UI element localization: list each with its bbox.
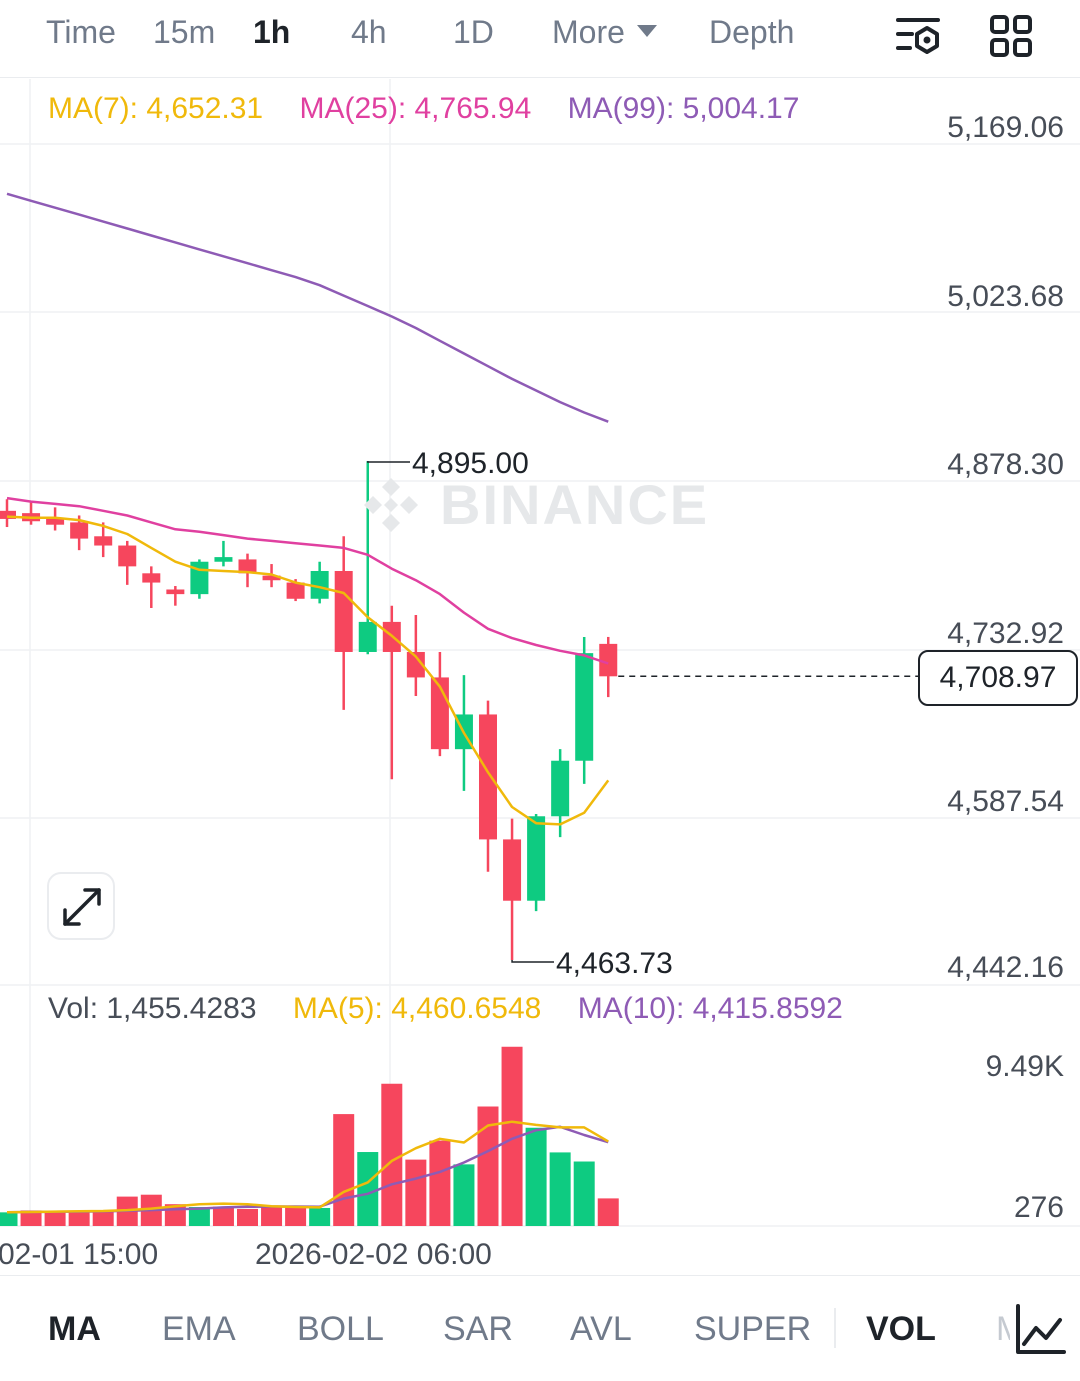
volume-bar [501, 1046, 523, 1226]
candle-body [166, 589, 185, 595]
volume-bar [333, 1114, 355, 1226]
volume-bar [92, 1210, 114, 1226]
volume-bar [381, 1083, 403, 1226]
grid-layout-icon[interactable] [987, 12, 1035, 60]
vol-ma5-legend: MA(5): 4,460.6548 [292, 992, 542, 1025]
candlestick-chart[interactable] [0, 79, 1080, 1274]
indicator-ema[interactable]: EMA [162, 1310, 236, 1348]
volume-bar [453, 1164, 475, 1226]
tab-more[interactable]: More [552, 14, 657, 51]
candle-body [310, 570, 329, 599]
ma99-legend: MA(99): 5,004.17 [567, 92, 800, 125]
indicator-sar[interactable]: SAR [443, 1310, 513, 1348]
indicator-vol[interactable]: VOL [866, 1310, 936, 1348]
vol-ma10-legend: MA(10): 4,415.8592 [577, 992, 843, 1025]
candle-body [479, 714, 497, 840]
candle-body [286, 582, 305, 599]
volume-bar [597, 1198, 619, 1226]
price-axis-label: 5,169.06 [947, 111, 1064, 144]
volume-bar [261, 1206, 283, 1226]
price-axis-label: 4,587.54 [947, 785, 1064, 818]
vol-ma5-line [6, 1120, 609, 1214]
high-price-marker: 4,895.00 [412, 447, 529, 480]
volume-bar [285, 1207, 307, 1226]
candle-body [142, 573, 161, 583]
volume-legend: Vol: 1,455.4283 MA(5): 4,460.6548 MA(10)… [48, 992, 871, 1026]
time-axis-label: 2026-02-02 06:00 [255, 1238, 492, 1271]
indicator-divider [834, 1308, 836, 1348]
ma7-legend: MA(7): 4,652.31 [48, 92, 264, 125]
indicator-avl[interactable]: AVL [570, 1310, 632, 1348]
ma-legend: MA(7): 4,652.31 MA(25): 4,765.94 MA(99):… [48, 92, 827, 126]
price-axis-label: 5,023.68 [947, 280, 1064, 313]
volume-axis-label: 9.49K [985, 1050, 1064, 1083]
candle-body [70, 522, 89, 539]
volume-bar [573, 1161, 595, 1226]
volume-bar [212, 1206, 234, 1226]
volume-bar [237, 1208, 258, 1226]
candle-body [334, 570, 353, 652]
candle-body [262, 575, 281, 581]
volume-bar [68, 1211, 90, 1226]
caret-down-icon [636, 24, 657, 37]
indicator-ma[interactable]: MA [48, 1310, 101, 1348]
candle-body [214, 557, 233, 562]
volume-bar [429, 1140, 451, 1226]
watermark-text: BINANCE [440, 473, 710, 536]
indicator-boll[interactable]: BOLL [297, 1310, 384, 1348]
tab-15m[interactable]: 15m [153, 14, 216, 50]
candle-body [551, 760, 570, 817]
volume-bar [309, 1207, 331, 1226]
price-axis-label: 4,442.16 [947, 951, 1064, 984]
tab-time[interactable]: Time [46, 14, 116, 50]
low-marker-line [511, 960, 554, 963]
candle-body [406, 651, 425, 678]
time-axis-label: 02-01 15:00 [0, 1238, 159, 1271]
binance-logo-icon [364, 478, 418, 533]
tab-depth[interactable]: Depth [709, 14, 795, 50]
volume-bar [405, 1159, 427, 1226]
candle-body [94, 536, 113, 546]
price-axis-label: 4,878.30 [947, 448, 1064, 481]
volume-bar [357, 1152, 379, 1226]
candle-body [599, 643, 618, 677]
candle-body [527, 816, 546, 901]
high-marker-line [367, 461, 410, 463]
volume-bar [525, 1127, 547, 1226]
interval-bar: Time 15m 1h 4h 1D More Depth [0, 0, 1080, 78]
indicator-bar: MA EMA BOLL SAR AVL SUPER VOL M [0, 1275, 1080, 1381]
ma25-line [6, 496, 609, 665]
candle-body [46, 518, 65, 525]
low-price-marker: 4,463.73 [556, 947, 673, 980]
tab-4h[interactable]: 4h [351, 14, 387, 50]
volume-bar [188, 1207, 210, 1226]
indicator-super[interactable]: SUPER [694, 1310, 812, 1348]
volume-bar [0, 1212, 18, 1226]
tab-1d[interactable]: 1D [453, 14, 494, 50]
volume-bar [44, 1211, 66, 1226]
fullscreen-button[interactable] [47, 872, 115, 940]
candle-body [503, 839, 522, 901]
indicator-settings-icon[interactable] [1010, 1300, 1070, 1360]
candle-body [238, 559, 257, 574]
expand-arrows-icon [63, 888, 101, 926]
volume-bar [549, 1152, 571, 1226]
vol-legend: Vol: 1,455.4283 [48, 992, 257, 1025]
candle-body [575, 653, 594, 761]
tab-1h[interactable]: 1h [253, 14, 291, 50]
candle-body [0, 510, 16, 519]
ma7-line [6, 515, 610, 826]
tab-more-label: More [552, 14, 625, 50]
chart-settings-icon[interactable] [894, 12, 942, 60]
binance-watermark: BINANCE [362, 472, 709, 538]
ma25-legend: MA(25): 4,765.94 [299, 92, 532, 125]
candle-body [358, 621, 377, 652]
volume-axis-label: 276 [1013, 1191, 1064, 1224]
last-price-label: 4,708.97 [918, 650, 1078, 706]
price-axis-label: 4,732.92 [947, 617, 1064, 650]
ma99-line [6, 192, 609, 423]
candle-body [118, 545, 137, 567]
volume-bar [477, 1106, 499, 1226]
volume-bar [20, 1210, 42, 1226]
